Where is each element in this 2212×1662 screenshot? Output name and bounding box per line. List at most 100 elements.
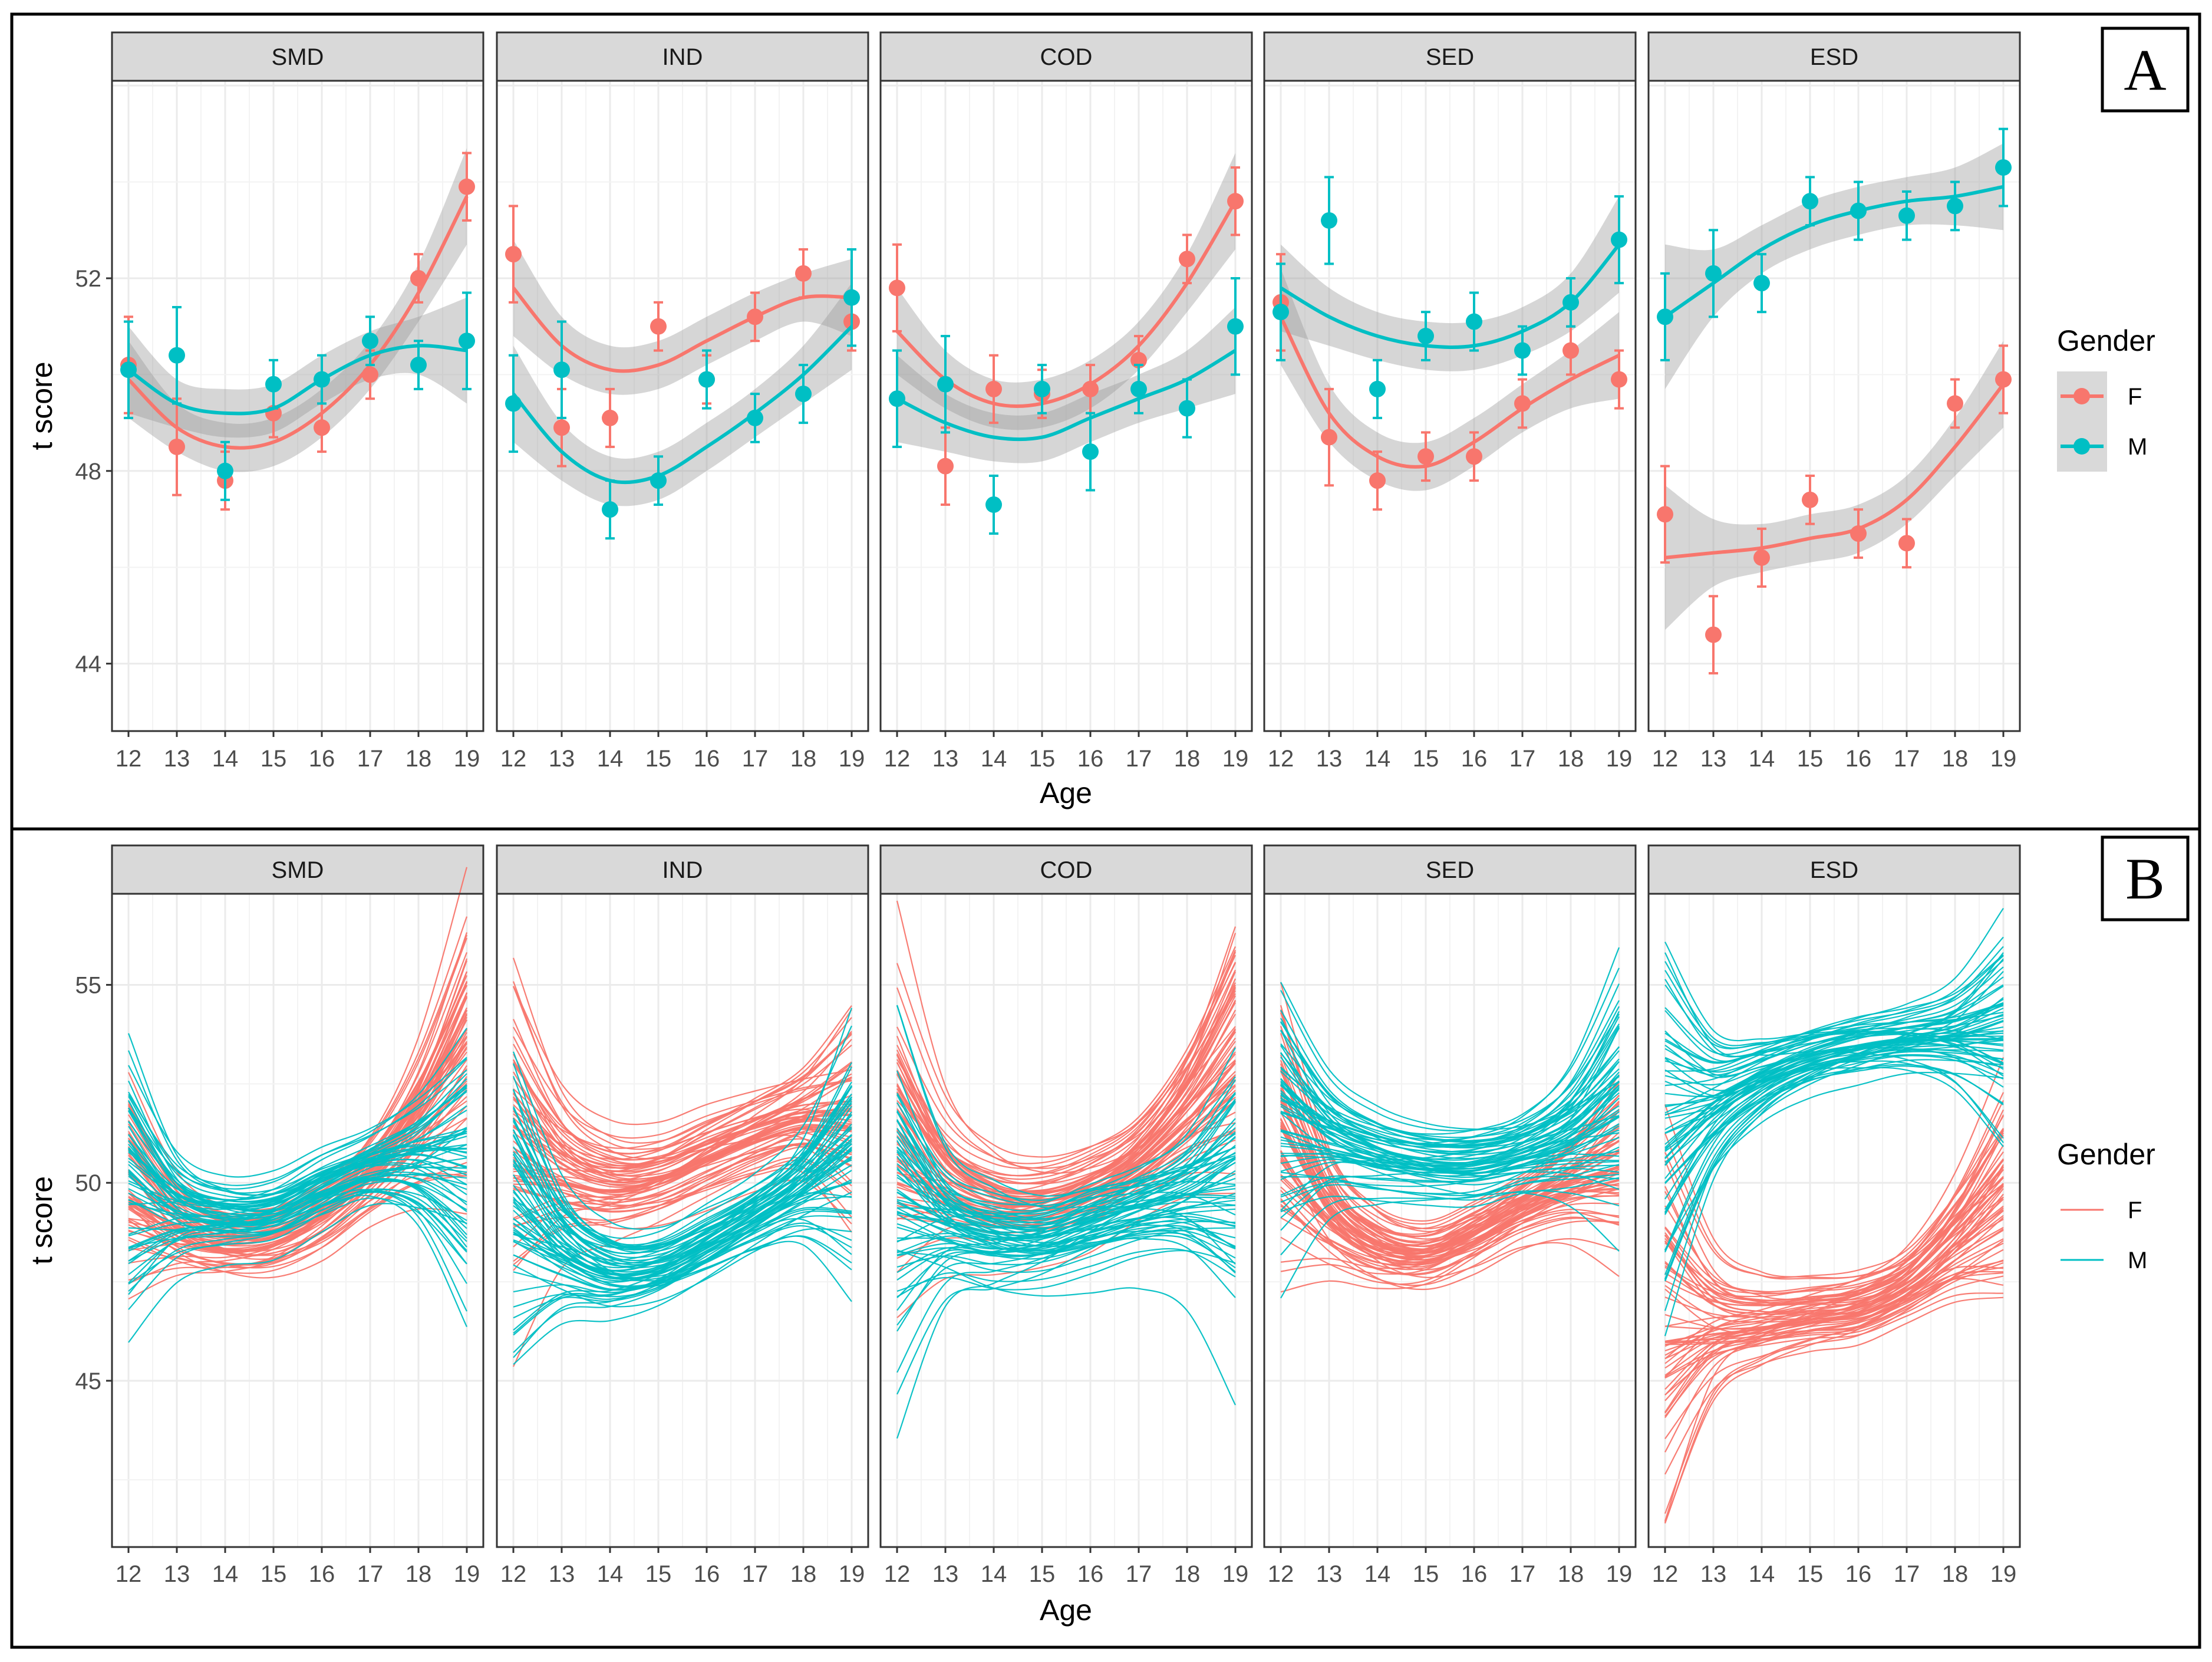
replicate-curve-m (513, 1108, 852, 1248)
data-point-m (1273, 304, 1289, 321)
legend-key-point-f (2073, 388, 2090, 404)
panel-border (496, 80, 869, 732)
x-tick-label: 13 (932, 1561, 959, 1587)
x-tick-label: 17 (1509, 1561, 1536, 1587)
data-point-m (1369, 380, 1386, 397)
data-point-m (889, 390, 905, 407)
replicate-curve-m (513, 1111, 852, 1291)
replicate-curve-m (128, 1057, 467, 1178)
x-tick-label: 13 (932, 746, 959, 772)
data-point-f (1321, 429, 1337, 446)
replicate-curve-m (896, 1161, 1236, 1242)
replicate-curve-f (896, 999, 1236, 1206)
replicate-curve-m (1280, 967, 1620, 1135)
x-tick-label: 17 (1509, 746, 1536, 772)
x-tick-label: 14 (1749, 1561, 1775, 1587)
confidence-band-m (897, 307, 1235, 463)
replicate-curve-m (1664, 984, 2004, 1049)
replicate-curve-f (513, 1107, 852, 1183)
x-tick-label: 14 (1364, 746, 1391, 772)
facet-strip (111, 31, 484, 82)
replicate-curve-f (1280, 1118, 1620, 1265)
replicate-curve-f (513, 1093, 852, 1170)
facet-sed: SED 12 13 14 15 16 17 18 19 (1263, 844, 1637, 1587)
replicate-curve-m (896, 1098, 1236, 1223)
replicate-curve-f (1664, 1193, 2004, 1524)
part-letter-box (2101, 835, 2190, 921)
replicate-curve-m (1664, 970, 2004, 1070)
x-tick-label: 13 (1316, 1561, 1343, 1587)
y-tick-label: 44 (75, 651, 102, 677)
replicate-curve-f (513, 1114, 852, 1192)
facet-ind: IND 12 13 14 15 16 17 18 19 (496, 31, 869, 772)
replicate-curve-m (1280, 1173, 1620, 1203)
replicate-curve-m (1280, 1112, 1620, 1156)
data-point-f (1802, 491, 1818, 508)
facet-strip-label: SMD (272, 44, 324, 70)
replicate-curve-f (1664, 1196, 2004, 1304)
x-tick-label: 19 (1222, 1561, 1249, 1587)
replicate-curve-m (896, 1119, 1236, 1298)
x-tick-label: 14 (212, 1561, 239, 1587)
replicate-curve-f (1280, 1059, 1620, 1244)
replicate-curve-m (896, 1249, 1236, 1406)
replicate-curve-m (896, 1220, 1236, 1268)
x-tick-label: 15 (1413, 746, 1439, 772)
data-point-m (795, 386, 812, 403)
data-point-f (314, 419, 330, 436)
legend: Gender FM (2057, 324, 2155, 472)
replicate-curve-f (1280, 1198, 1620, 1286)
replicate-curve-m (1664, 1065, 2004, 1183)
smooth-line-m (896, 348, 1237, 442)
facet-strip (1647, 31, 2021, 82)
replicate-curve-m (513, 1228, 852, 1308)
data-point-f (1947, 395, 1963, 412)
part-letter-box (2101, 27, 2190, 113)
data-point-m (120, 361, 137, 379)
data-point-m (1034, 380, 1050, 397)
replicate-curve-f (513, 1129, 852, 1210)
replicate-curve-f (513, 1017, 852, 1173)
replicate-curve-f (1280, 1125, 1620, 1235)
data-point-m (1179, 400, 1195, 417)
x-tick-label: 12 (500, 746, 527, 772)
facet-smd: SMD 12 13 14 15 16 17 18 19 44 48 52 (75, 31, 484, 772)
data-point-f (362, 366, 378, 383)
data-point-m (602, 501, 618, 518)
replicate-curve-f (1280, 1200, 1620, 1276)
x-tick-label: 19 (1990, 746, 2017, 772)
y-tick-label: 55 (75, 972, 102, 998)
replicate-curve-m (1664, 1003, 2004, 1159)
legend-label-f: F (2128, 384, 2142, 410)
x-tick-label: 12 (884, 1561, 911, 1587)
data-point-f (937, 458, 954, 475)
replicate-curve-f (1664, 1199, 2004, 1396)
replicate-curve-f (896, 1028, 1236, 1195)
facet-ind: IND 12 13 14 15 16 17 18 19 (496, 844, 869, 1587)
data-point-f (1753, 549, 1770, 566)
x-tick-label: 18 (1174, 746, 1201, 772)
x-tick-label: 16 (1461, 1561, 1488, 1587)
replicate-curve-m (1664, 976, 2004, 1076)
data-point-f (505, 246, 522, 263)
x-tick-label: 17 (1126, 1561, 1152, 1587)
data-point-m (1947, 198, 1963, 215)
replicate-curve-f (513, 1059, 852, 1161)
replicate-curve-f (1280, 1111, 1620, 1256)
replicate-curve-f (1664, 1145, 2004, 1313)
facet-strip-label: SED (1426, 44, 1474, 70)
facet-cod: COD 12 13 14 15 16 17 18 19 (879, 31, 1253, 772)
x-tick-label: 19 (1606, 1561, 1633, 1587)
data-point-f (602, 409, 618, 426)
replicate-curve-f (512, 981, 852, 1183)
replicate-curve-m (1280, 1097, 1620, 1196)
x-tick-label: 18 (1558, 1561, 1584, 1587)
x-tick-label: 13 (1700, 1561, 1727, 1587)
x-tick-label: 13 (549, 1561, 575, 1587)
replicate-curve-m (896, 1131, 1236, 1274)
replicate-curve-m (1664, 946, 2004, 1213)
x-tick-label: 12 (1652, 746, 1679, 772)
x-tick-label: 12 (116, 746, 142, 772)
replicate-curve-m (1280, 982, 1620, 1130)
data-point-f (1369, 472, 1386, 489)
